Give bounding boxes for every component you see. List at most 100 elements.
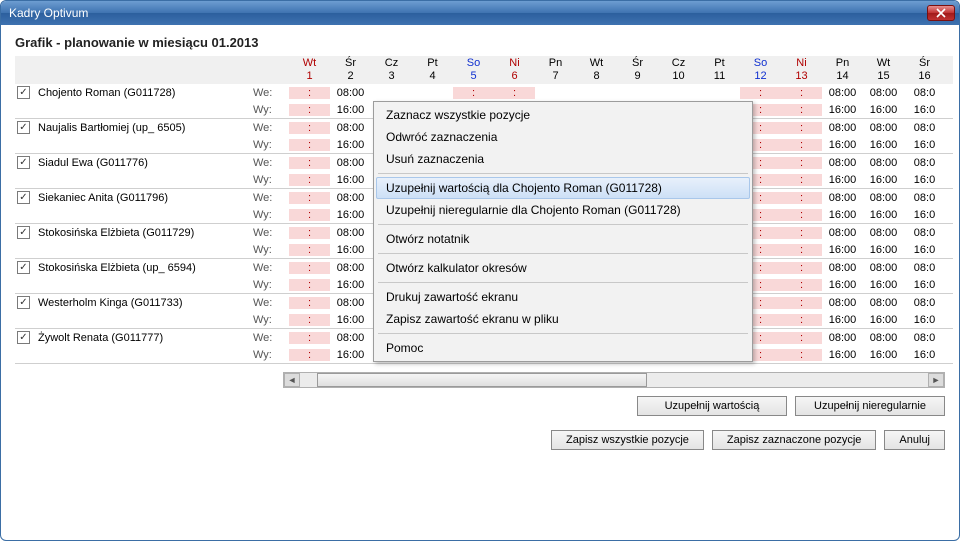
time-cell[interactable]: 08:0 bbox=[904, 332, 945, 344]
time-cell[interactable]: : bbox=[289, 279, 330, 291]
save-selected-button[interactable]: Zapisz zaznaczone pozycje bbox=[712, 430, 877, 450]
time-cell[interactable]: : bbox=[289, 227, 330, 239]
time-cell[interactable]: 08:0 bbox=[904, 262, 945, 274]
time-cell[interactable]: 16:00 bbox=[863, 244, 904, 256]
employee-checkbox[interactable]: ✓ bbox=[17, 121, 30, 134]
time-cell[interactable]: 16:00 bbox=[330, 104, 371, 116]
employee-checkbox[interactable]: ✓ bbox=[17, 296, 30, 309]
time-cell[interactable]: 16:00 bbox=[863, 279, 904, 291]
time-cell[interactable]: : bbox=[289, 174, 330, 186]
time-cell[interactable]: 16:00 bbox=[330, 279, 371, 291]
employee-checkbox[interactable]: ✓ bbox=[17, 331, 30, 344]
time-cell[interactable]: 08:00 bbox=[863, 227, 904, 239]
time-cell[interactable]: : bbox=[289, 122, 330, 134]
time-cell[interactable]: 08:00 bbox=[330, 262, 371, 274]
time-cell[interactable]: : bbox=[289, 349, 330, 361]
time-cell[interactable]: 08:0 bbox=[904, 192, 945, 204]
time-cell[interactable]: : bbox=[781, 139, 822, 151]
time-cell[interactable]: 08:0 bbox=[904, 297, 945, 309]
context-menu-item[interactable]: Zapisz zawartość ekranu w pliku bbox=[376, 308, 750, 330]
time-cell[interactable]: 08:00 bbox=[863, 332, 904, 344]
context-menu-item[interactable]: Usuń zaznaczenia bbox=[376, 148, 750, 170]
time-cell[interactable]: : bbox=[781, 314, 822, 326]
time-cell[interactable]: 08:00 bbox=[863, 122, 904, 134]
time-cell[interactable]: 16:00 bbox=[822, 174, 863, 186]
time-cell[interactable]: : bbox=[781, 122, 822, 134]
time-cell[interactable]: 08:00 bbox=[330, 157, 371, 169]
time-cell[interactable]: : bbox=[781, 244, 822, 256]
time-cell[interactable]: 16:0 bbox=[904, 314, 945, 326]
time-cell[interactable]: 08:00 bbox=[330, 332, 371, 344]
time-cell[interactable]: 16:00 bbox=[863, 314, 904, 326]
time-cell[interactable]: 16:0 bbox=[904, 104, 945, 116]
cancel-button[interactable]: Anuluj bbox=[884, 430, 945, 450]
time-cell[interactable]: 16:00 bbox=[330, 139, 371, 151]
time-cell[interactable]: 16:0 bbox=[904, 174, 945, 186]
time-cell[interactable]: : bbox=[781, 297, 822, 309]
time-cell[interactable]: : bbox=[781, 332, 822, 344]
time-cell[interactable]: 08:00 bbox=[330, 227, 371, 239]
time-cell[interactable]: : bbox=[289, 332, 330, 344]
time-cell[interactable]: 16:00 bbox=[822, 349, 863, 361]
time-cell[interactable]: 16:00 bbox=[330, 209, 371, 221]
time-cell[interactable]: 08:00 bbox=[863, 87, 904, 99]
time-cell[interactable]: 16:0 bbox=[904, 139, 945, 151]
time-cell[interactable]: : bbox=[740, 87, 781, 99]
time-cell[interactable]: 08:00 bbox=[330, 297, 371, 309]
time-cell[interactable]: : bbox=[289, 244, 330, 256]
horizontal-scrollbar[interactable]: ◄ ► bbox=[283, 372, 945, 388]
time-cell[interactable]: 08:0 bbox=[904, 122, 945, 134]
time-cell[interactable]: 08:00 bbox=[330, 122, 371, 134]
time-cell[interactable]: : bbox=[781, 157, 822, 169]
time-cell[interactable]: 08:0 bbox=[904, 87, 945, 99]
time-cell[interactable]: 16:0 bbox=[904, 244, 945, 256]
time-cell[interactable]: 16:00 bbox=[330, 244, 371, 256]
time-cell[interactable]: 16:00 bbox=[822, 279, 863, 291]
time-cell[interactable]: 08:00 bbox=[822, 192, 863, 204]
time-cell[interactable]: 16:00 bbox=[330, 314, 371, 326]
time-cell[interactable]: 08:00 bbox=[863, 262, 904, 274]
context-menu-item[interactable]: Drukuj zawartość ekranu bbox=[376, 286, 750, 308]
time-cell[interactable]: 08:00 bbox=[330, 87, 371, 99]
context-menu-item[interactable]: Odwróć zaznaczenia bbox=[376, 126, 750, 148]
time-cell[interactable]: 08:0 bbox=[904, 157, 945, 169]
time-cell[interactable]: 16:00 bbox=[822, 244, 863, 256]
time-cell[interactable]: 16:00 bbox=[863, 174, 904, 186]
time-cell[interactable]: : bbox=[781, 104, 822, 116]
time-cell[interactable]: 16:00 bbox=[822, 139, 863, 151]
time-cell[interactable]: : bbox=[289, 314, 330, 326]
save-all-button[interactable]: Zapisz wszystkie pozycje bbox=[551, 430, 704, 450]
time-cell[interactable]: : bbox=[289, 192, 330, 204]
time-cell[interactable]: : bbox=[781, 227, 822, 239]
context-menu-item[interactable]: Zaznacz wszystkie pozycje bbox=[376, 104, 750, 126]
time-cell[interactable]: 08:00 bbox=[822, 297, 863, 309]
time-cell[interactable]: : bbox=[781, 262, 822, 274]
time-cell[interactable]: : bbox=[781, 192, 822, 204]
fill-value-button[interactable]: Uzupełnij wartością bbox=[637, 396, 787, 416]
context-menu-item[interactable]: Pomoc bbox=[376, 337, 750, 359]
time-cell[interactable]: : bbox=[453, 87, 494, 99]
time-cell[interactable]: : bbox=[781, 279, 822, 291]
context-menu-item[interactable]: Otwórz kalkulator okresów bbox=[376, 257, 750, 279]
time-cell[interactable]: : bbox=[289, 297, 330, 309]
employee-checkbox[interactable]: ✓ bbox=[17, 191, 30, 204]
time-cell[interactable]: 08:00 bbox=[822, 87, 863, 99]
time-cell[interactable]: 08:00 bbox=[863, 192, 904, 204]
time-cell[interactable]: 16:00 bbox=[330, 349, 371, 361]
scroll-thumb[interactable] bbox=[317, 373, 647, 387]
time-cell[interactable]: 08:00 bbox=[822, 332, 863, 344]
fill-irregular-button[interactable]: Uzupełnij nieregularnie bbox=[795, 396, 945, 416]
time-cell[interactable]: 16:00 bbox=[863, 139, 904, 151]
time-cell[interactable]: : bbox=[289, 209, 330, 221]
time-cell[interactable]: 08:0 bbox=[904, 227, 945, 239]
context-menu-item[interactable]: Uzupełnij nieregularnie dla Chojento Rom… bbox=[376, 199, 750, 221]
employee-checkbox[interactable]: ✓ bbox=[17, 156, 30, 169]
time-cell[interactable]: : bbox=[289, 87, 330, 99]
time-cell[interactable]: : bbox=[289, 157, 330, 169]
time-cell[interactable]: 08:00 bbox=[822, 262, 863, 274]
time-cell[interactable]: 08:00 bbox=[863, 157, 904, 169]
employee-checkbox[interactable]: ✓ bbox=[17, 86, 30, 99]
time-cell[interactable]: : bbox=[289, 262, 330, 274]
time-cell[interactable]: : bbox=[289, 139, 330, 151]
time-cell[interactable]: 16:0 bbox=[904, 279, 945, 291]
